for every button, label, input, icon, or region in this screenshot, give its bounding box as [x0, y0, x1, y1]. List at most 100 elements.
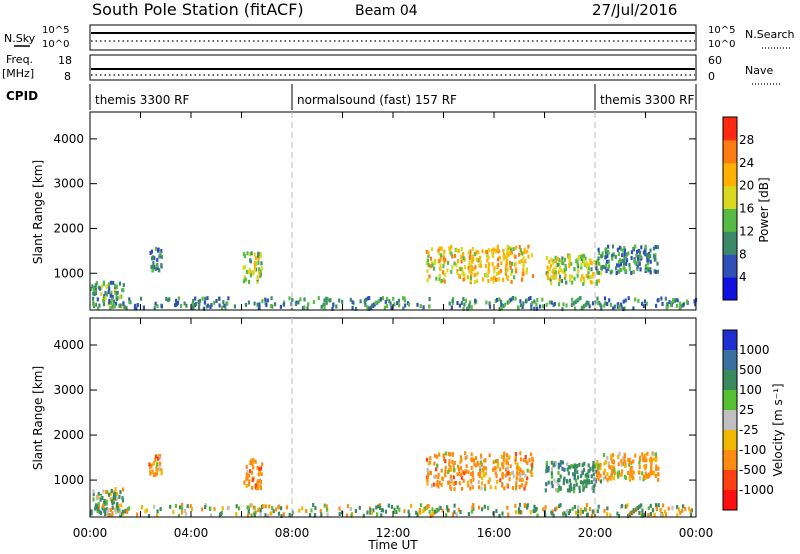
echo-cell	[603, 296, 607, 301]
echo-cell	[545, 255, 549, 260]
echo-cell	[209, 305, 212, 309]
echo-cell	[664, 296, 667, 301]
echo-cell	[652, 457, 655, 462]
echo-cell	[567, 511, 570, 515]
velocity-panel-frame	[89, 317, 697, 518]
echo-cell	[277, 505, 280, 509]
echo-cell	[259, 273, 262, 278]
echo-cell	[428, 460, 432, 465]
echo-cell	[363, 299, 366, 304]
echo-cell	[265, 303, 268, 308]
echo-cell	[97, 285, 100, 290]
echo-cell	[478, 255, 481, 260]
echo-cell	[575, 299, 578, 304]
y-tick-label: 1000	[53, 473, 84, 487]
echo-cell	[103, 509, 106, 514]
echo-cell	[97, 306, 100, 311]
echo-cell	[660, 296, 663, 301]
echo-cell	[224, 305, 227, 310]
echo-cell	[111, 294, 114, 299]
echo-cell	[112, 500, 115, 505]
echo-cell	[476, 279, 479, 284]
echo-cell	[364, 302, 367, 307]
echo-cell	[335, 304, 338, 309]
echo-cell	[115, 297, 118, 302]
echo-cell	[258, 302, 261, 307]
echo-cell	[463, 302, 466, 307]
echo-cell	[588, 304, 591, 309]
echo-cell	[350, 513, 353, 518]
echo-cell	[256, 276, 259, 280]
echo-cell	[595, 263, 598, 268]
echo-cell	[525, 267, 528, 272]
echo-cell	[514, 455, 517, 460]
echo-cell	[597, 463, 600, 468]
colorbar-tick-label: -100	[739, 443, 766, 457]
echo-cell	[499, 478, 502, 483]
echo-cell	[463, 471, 466, 476]
echo-cell	[590, 261, 593, 266]
beam-title: Beam 04	[355, 3, 418, 19]
y-tick-label: 4000	[53, 132, 84, 146]
echo-cell	[571, 302, 574, 307]
colorbar-swatch	[723, 117, 737, 141]
echo-cell	[627, 296, 630, 301]
echo-cell	[577, 254, 580, 259]
echo-cell	[485, 250, 488, 254]
echo-cell	[457, 507, 460, 512]
echo-cell	[518, 471, 521, 476]
echo-cell	[643, 299, 647, 304]
echo-cell	[483, 466, 486, 471]
echo-cell	[447, 481, 450, 485]
echo-cell	[488, 304, 492, 309]
echo-cell	[258, 267, 261, 272]
echo-cell	[550, 281, 553, 286]
echo-cell	[573, 489, 576, 494]
echo-cell	[547, 468, 550, 473]
echo-cell	[156, 509, 159, 514]
echo-cell	[486, 273, 489, 278]
echo-cell	[591, 301, 595, 306]
colorbar-frame	[722, 329, 738, 511]
echo-cell	[644, 244, 647, 249]
echo-cell	[520, 277, 524, 282]
echo-cell	[682, 302, 685, 307]
echo-cell	[572, 472, 575, 477]
echo-cell	[455, 248, 458, 253]
echo-cell	[618, 245, 621, 250]
echo-cell	[599, 466, 602, 471]
echo-cell	[91, 284, 94, 289]
echo-cell	[111, 511, 114, 516]
echo-cell	[156, 266, 159, 270]
echo-cell	[180, 303, 183, 308]
echo-cell	[450, 305, 453, 310]
echo-cell	[426, 475, 429, 479]
echo-cell	[529, 510, 532, 515]
echo-cell	[566, 479, 569, 484]
echo-cell	[449, 478, 452, 482]
echo-cell	[218, 303, 221, 308]
echo-cell	[195, 302, 198, 306]
echo-cell	[332, 302, 335, 307]
echo-cell	[140, 505, 143, 510]
echo-cell	[619, 262, 623, 267]
echo-cell	[496, 464, 499, 469]
echo-cell	[506, 267, 509, 272]
echo-cell	[256, 302, 259, 307]
cpid-segment-label: themis 3300 RF	[600, 93, 694, 107]
echo-cell	[266, 298, 269, 303]
echo-cell	[656, 298, 659, 303]
echo-cell	[679, 305, 682, 310]
echo-cell	[521, 251, 524, 256]
colorbar-tick-label: 25	[739, 403, 754, 417]
echo-cell	[158, 456, 161, 461]
echo-cell	[505, 457, 508, 462]
echo-cell	[611, 256, 614, 261]
echo-cell	[512, 474, 515, 479]
echo-cell	[585, 261, 588, 266]
echo-cell	[544, 488, 547, 493]
echo-cell	[563, 275, 567, 280]
echo-cell	[655, 464, 658, 469]
echo-cell	[584, 256, 587, 261]
